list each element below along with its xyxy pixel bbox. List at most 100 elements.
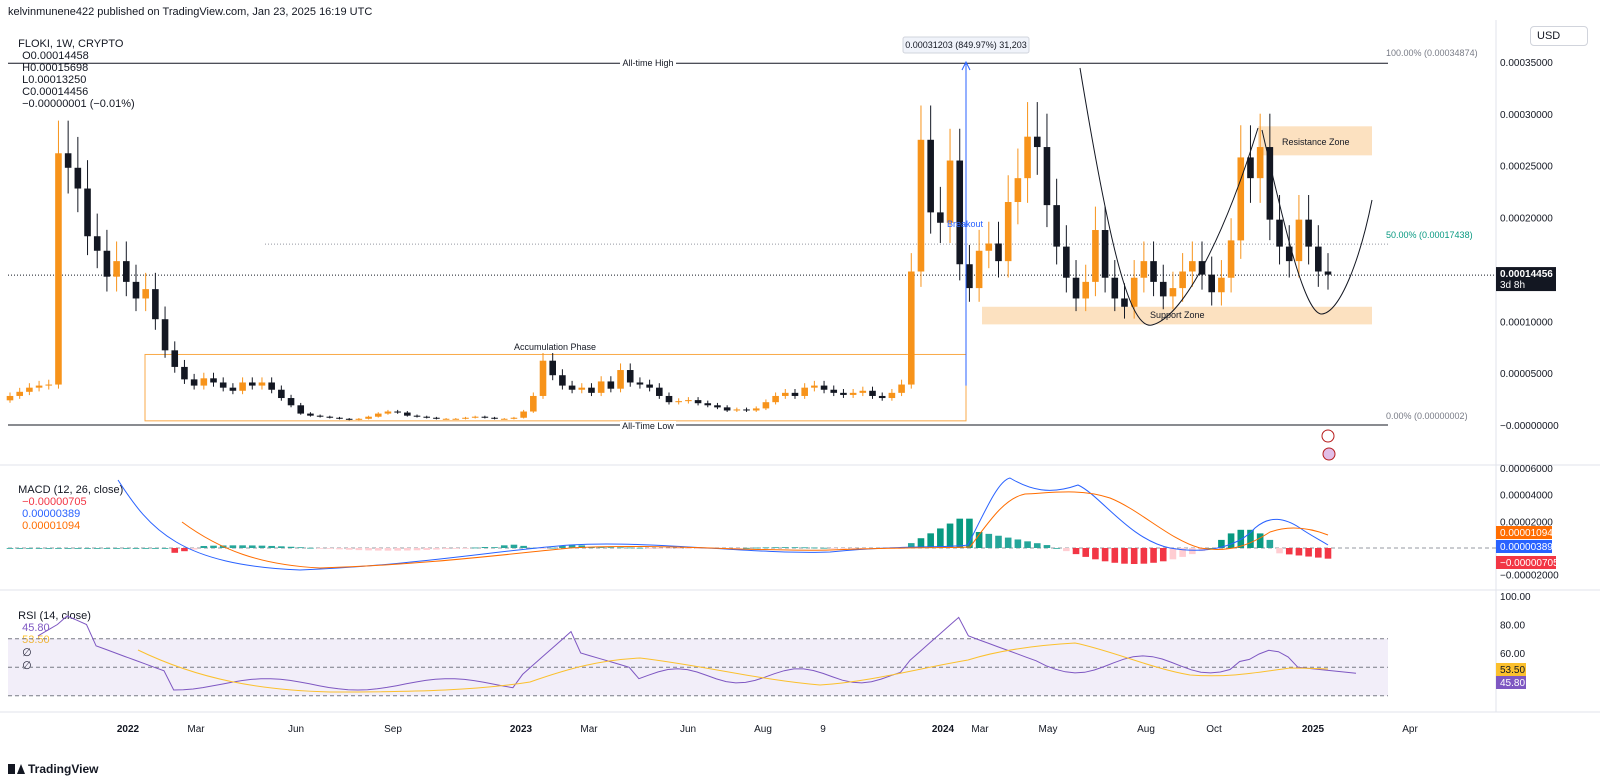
candle-body bbox=[268, 382, 275, 390]
macd-histogram-bar bbox=[772, 547, 779, 549]
macd-histogram-bar bbox=[1285, 548, 1293, 555]
macd-histogram-bar bbox=[617, 547, 624, 549]
candle-body bbox=[355, 418, 363, 420]
candle-body bbox=[791, 392, 799, 396]
macd-histogram-bar bbox=[404, 548, 411, 551]
rsi-y-tick: 80.00 bbox=[1500, 621, 1525, 632]
candle-body bbox=[1247, 157, 1254, 179]
symbol-name[interactable]: FLOKI, 1W, CRYPTO bbox=[18, 38, 124, 50]
support-zone bbox=[982, 306, 1372, 325]
candle-body bbox=[1121, 298, 1128, 307]
macd-histogram-bar bbox=[675, 548, 682, 549]
y-tick-label: −0.00000000 bbox=[1500, 421, 1559, 432]
candle-body bbox=[559, 375, 566, 386]
candle-body bbox=[869, 390, 876, 396]
macd-y-tick: 0.00002000 bbox=[1500, 517, 1553, 528]
macd-histogram-bar bbox=[656, 548, 663, 549]
macd-histogram-bar bbox=[1092, 548, 1099, 560]
candle-body bbox=[258, 382, 266, 386]
tradingview-logo[interactable]: TradingView bbox=[8, 762, 98, 776]
candle-body bbox=[878, 395, 886, 399]
candle-body bbox=[93, 236, 101, 251]
breakout-arrow-icon bbox=[961, 60, 971, 71]
high-value: H0.00015698 bbox=[22, 62, 89, 74]
macd-histogram-bar bbox=[1159, 548, 1167, 562]
macd-histogram-bar bbox=[1111, 548, 1119, 563]
rsi-tag-label: 45.80 bbox=[1500, 678, 1525, 689]
macd-histogram-bar bbox=[171, 548, 179, 553]
rsi-tag bbox=[1496, 676, 1526, 689]
macd-histogram-bar bbox=[510, 544, 518, 548]
fib-100-label: 100.00% (0.00034874) bbox=[1386, 48, 1478, 58]
candle-body bbox=[297, 405, 305, 414]
x-tick-label: 2025 bbox=[1302, 724, 1325, 735]
tradingview-logo-icon bbox=[8, 764, 25, 774]
y-tick-label: 0.00030000 bbox=[1500, 110, 1553, 121]
x-tick-label: 2023 bbox=[510, 724, 533, 735]
macd-histogram-bar bbox=[1276, 548, 1283, 554]
candle-body bbox=[1072, 277, 1080, 299]
macd-histogram-bar bbox=[384, 548, 392, 551]
candle-body bbox=[510, 417, 518, 419]
macd-histogram-bar bbox=[791, 547, 799, 549]
x-tick-label: 2022 bbox=[117, 724, 140, 735]
macd-histogram-bar bbox=[1266, 539, 1274, 548]
candle-body bbox=[229, 387, 237, 391]
macd-histogram-bar bbox=[35, 548, 43, 549]
fib-50-label: 50.00% (0.00017438) bbox=[1386, 230, 1473, 240]
all-time-low-label: All-Time Low bbox=[622, 421, 674, 431]
macd-histogram-bar bbox=[1247, 529, 1254, 548]
macd-histogram-bar bbox=[781, 547, 789, 549]
macd-histogram-bar bbox=[1198, 548, 1206, 552]
candle-body bbox=[1033, 136, 1041, 148]
candle-body bbox=[743, 409, 750, 411]
candle-body bbox=[1004, 202, 1012, 262]
macd-histogram-bar bbox=[181, 548, 188, 552]
macd-histogram-bar bbox=[122, 548, 130, 549]
currency-button[interactable]: USD bbox=[1530, 26, 1588, 46]
y-tick-label: 0.00020000 bbox=[1500, 214, 1553, 225]
candle-body bbox=[1315, 246, 1322, 272]
rsi-y-tick: 100.00 bbox=[1500, 592, 1531, 603]
candle-body bbox=[55, 153, 62, 385]
macd-title[interactable]: MACD (12, 26, close) bbox=[18, 484, 124, 496]
candle-body bbox=[113, 261, 120, 277]
candle-body bbox=[772, 395, 779, 403]
candle-body bbox=[1024, 136, 1031, 179]
macd-histogram-bar bbox=[946, 523, 954, 548]
change-value: −0.00000001 (−0.01%) bbox=[22, 98, 135, 110]
cup-curve bbox=[1079, 67, 1259, 326]
macd-histogram-bar bbox=[210, 545, 217, 548]
macd-histogram-bar bbox=[433, 548, 440, 550]
macd-line-tag bbox=[1496, 540, 1552, 553]
macd-signal-tag-label: 0.00001094 bbox=[1500, 528, 1553, 539]
macd-histogram-bar bbox=[452, 548, 460, 549]
macd-histogram-bar bbox=[1218, 539, 1225, 548]
candle-body bbox=[1169, 288, 1177, 297]
candle-body bbox=[539, 360, 547, 396]
candle-body bbox=[995, 243, 1002, 262]
x-tick-label: Mar bbox=[187, 724, 205, 735]
candle-body bbox=[307, 413, 314, 416]
candle-body bbox=[1324, 271, 1332, 275]
macd-histogram-bar bbox=[743, 547, 750, 549]
candle-body bbox=[549, 360, 557, 376]
macd-histogram-bar bbox=[248, 545, 256, 548]
candle-body bbox=[985, 243, 993, 251]
x-tick-label: Mar bbox=[971, 724, 989, 735]
candle-body bbox=[946, 160, 954, 223]
rsi-title[interactable]: RSI (14, close) bbox=[18, 610, 91, 622]
x-tick-label: 9 bbox=[820, 724, 826, 735]
candle-body bbox=[1179, 271, 1186, 289]
close-value: C0.00014456 bbox=[22, 86, 89, 98]
candle-body bbox=[1063, 246, 1070, 278]
macd-histogram-bar bbox=[316, 548, 324, 549]
macd-histogram-bar bbox=[481, 547, 489, 548]
candle-body bbox=[345, 418, 353, 420]
candle-body bbox=[122, 261, 130, 282]
candle-body bbox=[1043, 147, 1051, 206]
candle-body bbox=[568, 385, 576, 390]
macd-histogram-bar bbox=[966, 518, 973, 548]
macd-histogram-bar bbox=[16, 548, 23, 549]
